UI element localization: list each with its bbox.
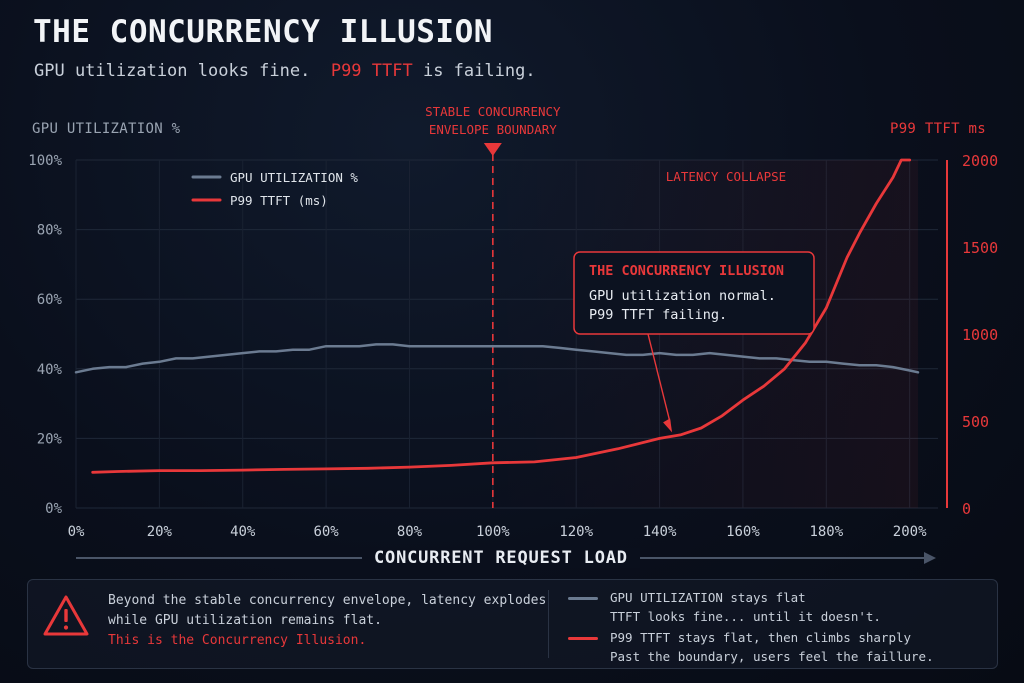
footer-divider [548, 590, 549, 658]
subtitle-highlight: P99 TTFT [330, 61, 413, 81]
y-right-tick-label: 2000 [962, 152, 998, 170]
subtitle: GPU utilization looks fine. P99 TTFT is … [34, 61, 536, 81]
callout-line2: P99 TTFT failing. [589, 307, 727, 323]
callout-title: THE CONCURRENCY ILLUSION [589, 263, 784, 279]
footer-summary: Beyond the stable concurrency envelope, … [108, 591, 546, 651]
footer-legend-gpu-line1: GPU UTILIZATION stays flat [610, 590, 806, 605]
x-tick-label: 160% [726, 524, 760, 540]
footer-legend-gpu-line2: TTFT looks fine... until it doesn't. [610, 609, 881, 624]
y-left-tick-label: 80% [37, 223, 63, 239]
left-axis-title: GPU UTILIZATION % [32, 121, 181, 137]
p99-swatch [568, 637, 598, 640]
latency-collapse-label: LATENCY COLLAPSE [666, 169, 786, 184]
x-tick-label: 0% [68, 524, 85, 540]
callout-line1: GPU utilization normal. [589, 288, 776, 304]
callout-box [573, 251, 815, 335]
right-axis-title: P99 TTFT ms [889, 121, 986, 137]
boundary-label-line1: STABLE CONCURRENCY [425, 104, 561, 119]
x-tick-label: 180% [809, 524, 843, 540]
callout-pointer [647, 333, 671, 423]
y-right-tick-label: 0 [962, 500, 971, 518]
boundary-marker [483, 143, 502, 156]
p99-ttft-line [91, 158, 912, 474]
footer-panel: Beyond the stable concurrency envelope, … [27, 579, 998, 669]
x-tick-label: 140% [643, 524, 677, 540]
x-axis-title: CONCURRENT REQUEST LOAD [362, 548, 640, 568]
legend-label: P99 TTFT (ms) [230, 193, 328, 208]
gpu-utilization-line [74, 343, 920, 374]
legend-label: GPU UTILIZATION % [230, 170, 358, 185]
footer-legend-p99-text: P99 TTFT stays flat, then climbs sharply… [610, 628, 934, 666]
x-tick-label: 20% [147, 524, 173, 540]
y-left-tick-label: 20% [37, 431, 63, 447]
subtitle-part1: GPU utilization looks fine. [34, 61, 311, 81]
x-tick-label: 120% [559, 524, 593, 540]
warning-icon [43, 595, 89, 636]
y-left-tick-label: 100% [28, 153, 62, 169]
x-tick-label: 200% [893, 524, 927, 540]
footer-legend-gpu-text: GPU UTILIZATION stays flat TTFT looks fin… [610, 588, 881, 626]
y-left-tick-label: 0% [45, 501, 62, 517]
gpu-swatch [568, 597, 598, 600]
footer-legend-p99-line2: Past the boundary, users feel the faillu… [610, 649, 934, 664]
x-tick-label: 40% [230, 524, 256, 540]
y-right-tick-label: 1500 [962, 239, 998, 257]
y-right-tick-label: 500 [962, 413, 989, 431]
footer-legend-p99-line1: P99 TTFT stays flat, then climbs sharply [610, 630, 912, 645]
y-left-tick-label: 40% [37, 362, 63, 378]
callout-arrowhead [663, 418, 673, 433]
footer-line3: This is the Concurrency Illusion. [108, 633, 367, 648]
y-left-tick-label: 60% [37, 292, 63, 308]
subtitle-part3: is failing. [422, 61, 536, 81]
x-tick-label: 80% [397, 524, 423, 540]
x-tick-label: 100% [476, 524, 510, 540]
x-axis-arrowhead [924, 552, 936, 564]
footer-line1: Beyond the stable concurrency envelope, … [108, 593, 547, 608]
footer-line2: while GPU utilization remains flat. [108, 613, 382, 628]
y-right-tick-label: 1000 [962, 326, 998, 344]
x-tick-label: 60% [313, 524, 339, 540]
boundary-label-line2: ENVELOPE BOUNDARY [429, 122, 557, 137]
page-title: THE CONCURRENCY ILLUSION [33, 14, 493, 50]
